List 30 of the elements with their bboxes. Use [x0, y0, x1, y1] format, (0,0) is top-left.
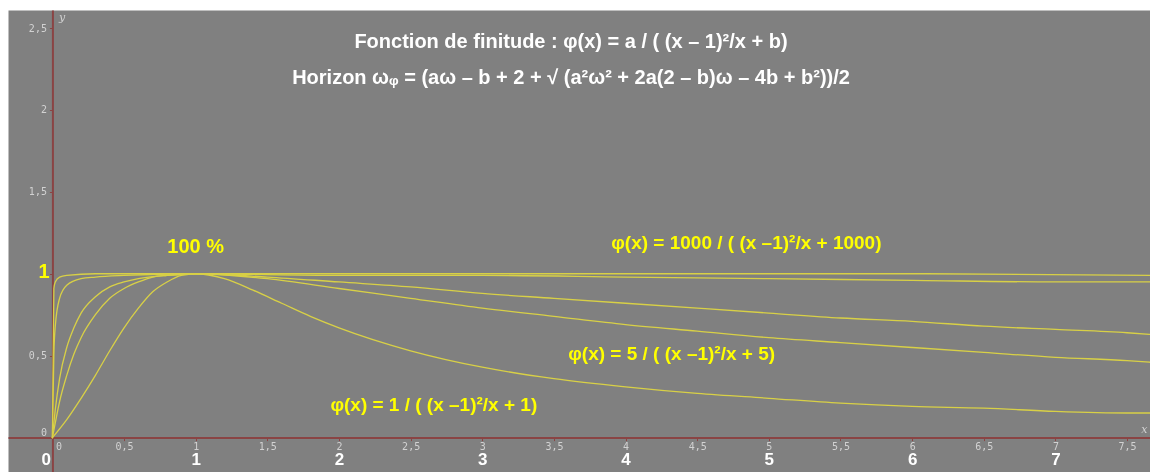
y-tick-label: 0,5 — [28, 350, 47, 362]
text: Fonction de finitude : φ(x) = a / ( (x – 1)²/x + b) — [354, 30, 788, 52]
x-tick-label: 6,5 — [975, 441, 994, 453]
x-tick-label: 7 — [1052, 441, 1059, 453]
series-label: φ(x) = 1 / ( (x –1)²/x + 1) — [330, 393, 538, 415]
x-tick-label: 3 — [479, 441, 486, 453]
text: Horizon ωᵩ = (aω – b + 2 + √ (a²ω² + 2a(2 – b)ω – 4b + b²))/2 — [292, 66, 850, 88]
x-axis-title: x — [1141, 423, 1149, 437]
y-tick-label: 0 — [40, 427, 47, 439]
x-tick-label: 5,5 — [831, 441, 851, 453]
y-tick-label: 1,5 — [28, 186, 47, 198]
x-tick-label: 1,5 — [258, 441, 277, 453]
annotation: 1 — [38, 260, 50, 282]
series-label: φ(x) = 1000 / ( (x –1)²/x + 1000) — [611, 231, 882, 253]
x-tick-label: 2,5 — [402, 441, 421, 453]
x-tick-label: 1 — [193, 441, 200, 453]
y-tick-label: 2,5 — [28, 22, 47, 34]
x-tick-label: 7,5 — [1118, 441, 1137, 453]
series-label: φ(x) = 5 / ( (x –1)²/x + 5) — [568, 343, 776, 365]
x-tick-label: 2 — [336, 441, 343, 453]
x-tick-label: 4 — [623, 441, 630, 453]
annotation: 100 % — [167, 234, 225, 257]
y-tick-label: 2 — [40, 104, 47, 116]
x-tick-label: 0 — [55, 441, 62, 453]
x-tick-label: 4,5 — [688, 441, 707, 453]
x-tick-label: 6 — [909, 441, 916, 453]
x-tick-label: 3,5 — [545, 441, 564, 453]
x-tick-label: 5 — [766, 441, 773, 453]
y-axis-title: y — [57, 10, 66, 24]
x-tick-label: 0,5 — [115, 441, 134, 453]
